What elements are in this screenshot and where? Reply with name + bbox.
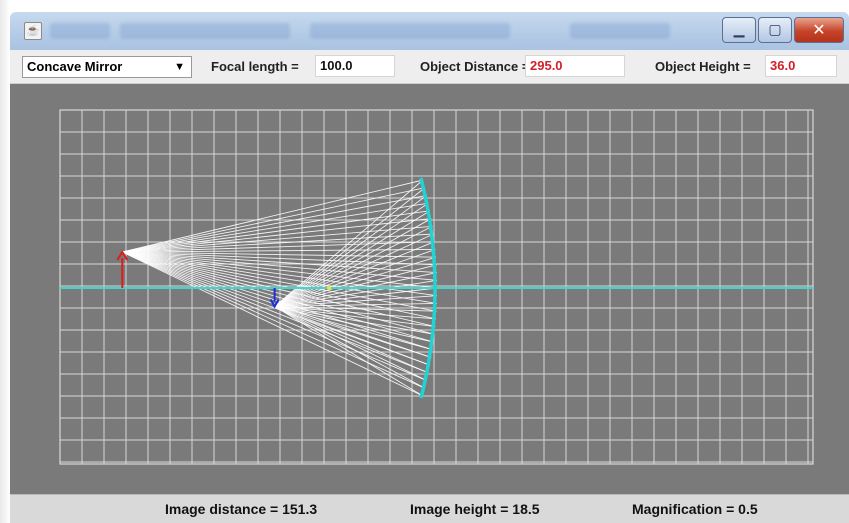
reflected-ray xyxy=(274,306,429,374)
chevron-down-icon: ▼ xyxy=(174,61,185,73)
reflected-ray xyxy=(274,306,431,366)
incident-ray xyxy=(122,187,426,253)
maximize-button[interactable]: ▢ xyxy=(758,17,792,43)
incident-ray xyxy=(122,241,435,253)
focal-point-marker xyxy=(327,286,331,290)
concave-mirror xyxy=(419,177,437,399)
incident-ray xyxy=(122,251,427,381)
incident-ray xyxy=(122,251,437,274)
title-bar[interactable]: ☕ ▁ ▢ ✕ xyxy=(10,12,849,50)
ghost-taskbar-item xyxy=(120,23,290,39)
reflected-ray xyxy=(274,202,429,307)
incident-ray xyxy=(122,233,434,253)
object-arrow-head xyxy=(116,250,129,261)
ray-diagram xyxy=(59,109,814,465)
incident-ray xyxy=(122,251,436,320)
optics-canvas[interactable] xyxy=(10,84,849,494)
reflected-ray xyxy=(274,225,433,307)
incident-ray xyxy=(122,251,436,328)
incident-ray xyxy=(122,251,437,281)
incident-ray xyxy=(122,251,431,366)
incident-ray xyxy=(122,179,424,253)
mirror-type-select[interactable]: Concave Mirror ▼ xyxy=(22,56,192,78)
parameter-toolbar: Concave Mirror ▼ Focal length = 100.0 Ob… xyxy=(10,50,849,84)
incident-ray xyxy=(122,248,436,253)
reflected-ray xyxy=(274,306,433,351)
ghost-taskbar-item xyxy=(570,23,670,39)
incident-ray xyxy=(122,251,438,289)
reflected-ray xyxy=(274,306,424,397)
window-edge xyxy=(0,0,10,523)
reflected-ray xyxy=(274,306,435,335)
reflected-ray xyxy=(274,306,434,343)
incident-ray xyxy=(122,251,436,258)
incident-ray xyxy=(122,251,434,343)
focal-length-label: Focal length = xyxy=(211,59,299,74)
reflected-ray xyxy=(274,306,432,358)
object-distance-field[interactable]: 295.0 xyxy=(525,55,625,77)
minimize-button[interactable]: ▁ xyxy=(722,17,756,43)
focal-length-field[interactable]: 100.0 xyxy=(315,55,395,77)
magnification-readout: Magnification = 0.5 xyxy=(632,501,758,517)
incident-ray xyxy=(122,251,429,374)
reflected-ray xyxy=(274,256,436,307)
reflected-ray xyxy=(274,295,437,307)
mirror-type-value: Concave Mirror xyxy=(27,59,123,74)
incident-ray xyxy=(122,251,437,266)
object-distance-label: Object Distance = xyxy=(420,59,530,74)
incident-ray xyxy=(122,251,437,312)
image-distance-readout: Image distance = 151.3 xyxy=(165,501,318,517)
status-bar: Image distance = 151.3 Image height = 18… xyxy=(10,494,849,523)
ghost-taskbar-item xyxy=(50,23,110,39)
reflected-ray xyxy=(274,306,437,312)
java-app-icon: ☕ xyxy=(24,22,42,40)
reflected-ray xyxy=(274,210,431,307)
reflected-ray xyxy=(274,306,427,381)
incident-ray xyxy=(122,251,424,397)
incident-ray xyxy=(122,251,426,389)
incident-ray xyxy=(122,202,429,253)
incident-ray xyxy=(122,194,427,253)
incident-ray xyxy=(122,225,433,253)
object-height-field[interactable]: 36.0 xyxy=(765,55,837,77)
object-arrow xyxy=(116,250,129,288)
incident-ray xyxy=(122,218,432,253)
close-button[interactable]: ✕ xyxy=(794,17,844,43)
object-height-label: Object Height = xyxy=(655,59,751,74)
incident-ray xyxy=(122,210,430,253)
image-arrow-head xyxy=(269,299,280,309)
reflected-ray xyxy=(274,241,435,307)
incident-ray xyxy=(122,251,437,304)
reflected-ray xyxy=(274,249,436,307)
reflected-ray xyxy=(274,302,437,307)
reflected-ray xyxy=(274,306,436,328)
ghost-taskbar-item xyxy=(310,23,510,39)
reflected-ray xyxy=(274,306,426,389)
incident-ray xyxy=(122,251,435,335)
reflected-ray xyxy=(274,218,432,307)
image-arrow xyxy=(269,288,280,309)
image-height-readout: Image height = 18.5 xyxy=(410,501,540,517)
